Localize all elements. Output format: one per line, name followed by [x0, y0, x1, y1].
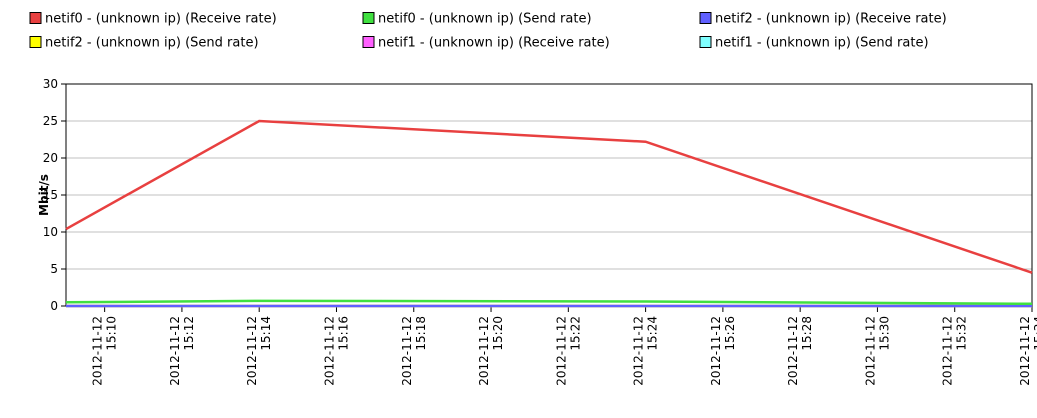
legend-swatch: [362, 12, 375, 24]
x-tick-label: 2012-11-1215:20: [477, 316, 505, 386]
x-tick-time: 15:28: [800, 316, 814, 351]
x-tick-label: 2012-11-1215:16: [322, 316, 350, 386]
y-tick-label: 15: [43, 188, 58, 202]
x-tick-time: 15:12: [182, 316, 196, 351]
x-tick-label: 2012-11-1215:28: [786, 316, 814, 386]
x-tick-label: 2012-11-1215:10: [91, 316, 119, 386]
x-tick-date: 2012-11-12: [245, 316, 259, 386]
x-tick-date: 2012-11-12: [322, 316, 336, 386]
x-tick-label: 2012-11-1215:30: [863, 316, 891, 386]
x-tick-time: 15:34: [1032, 316, 1037, 351]
x-tick-date: 2012-11-12: [91, 316, 105, 386]
legend-label: netif2 - (unknown ip) (Receive rate): [715, 12, 947, 27]
x-tick-label: 2012-11-1215:22: [554, 316, 582, 386]
x-tick-date: 2012-11-12: [477, 316, 491, 386]
y-tick-label: 5: [50, 262, 58, 276]
y-tick-label: 20: [43, 151, 58, 165]
legend-swatch: [699, 12, 712, 24]
x-tick-date: 2012-11-12: [786, 316, 800, 386]
x-tick-date: 2012-11-12: [632, 316, 646, 386]
x-tick-label: 2012-11-1215:18: [400, 316, 428, 386]
legend-swatch: [699, 36, 712, 48]
legend-swatch: [29, 36, 42, 48]
y-tick-label: 10: [43, 225, 58, 239]
legend-swatch: [362, 36, 375, 48]
x-tick-label: 2012-11-1215:34: [1018, 316, 1037, 386]
x-tick-time: 15:14: [259, 316, 273, 351]
x-tick-date: 2012-11-12: [1018, 316, 1032, 386]
x-tick-label: 2012-11-1215:12: [168, 316, 196, 386]
legend-label: netif0 - (unknown ip) (Receive rate): [45, 12, 277, 27]
x-tick-date: 2012-11-12: [400, 316, 414, 386]
legend-label: netif1 - (unknown ip) (Send rate): [715, 36, 929, 51]
x-tick-time: 15:32: [955, 316, 969, 351]
y-tick-label: 25: [43, 114, 58, 128]
series-line: [65, 299, 1033, 306]
x-tick-date: 2012-11-12: [941, 316, 955, 386]
legend-label: netif0 - (unknown ip) (Send rate): [378, 12, 592, 27]
x-tick-time: 15:18: [414, 316, 428, 351]
legend-label: netif1 - (unknown ip) (Receive rate): [378, 36, 610, 51]
x-tick-label: 2012-11-1215:32: [941, 316, 969, 386]
x-tick-time: 15:22: [568, 316, 582, 351]
y-tick-label: 0: [50, 299, 58, 313]
x-tick-date: 2012-11-12: [554, 316, 568, 386]
x-tick-date: 2012-11-12: [863, 316, 877, 386]
y-axis-label: Mbit/s: [37, 174, 51, 216]
series-line: [65, 119, 1033, 274]
x-tick-time: 15:30: [877, 316, 891, 351]
x-tick-date: 2012-11-12: [709, 316, 723, 386]
x-tick-time: 15:24: [646, 316, 660, 351]
y-tick-label: 30: [43, 77, 58, 91]
x-tick-time: 15:10: [105, 316, 119, 351]
legend-swatch: [29, 12, 42, 24]
x-tick-time: 15:26: [723, 316, 737, 351]
legend-label: netif2 - (unknown ip) (Send rate): [45, 36, 259, 51]
x-tick-time: 15:16: [336, 316, 350, 351]
x-tick-label: 2012-11-1215:26: [709, 316, 737, 386]
x-tick-time: 15:20: [491, 316, 505, 351]
x-tick-date: 2012-11-12: [168, 316, 182, 386]
x-tick-label: 2012-11-1215:24: [632, 316, 660, 386]
x-tick-label: 2012-11-1215:14: [245, 316, 273, 386]
